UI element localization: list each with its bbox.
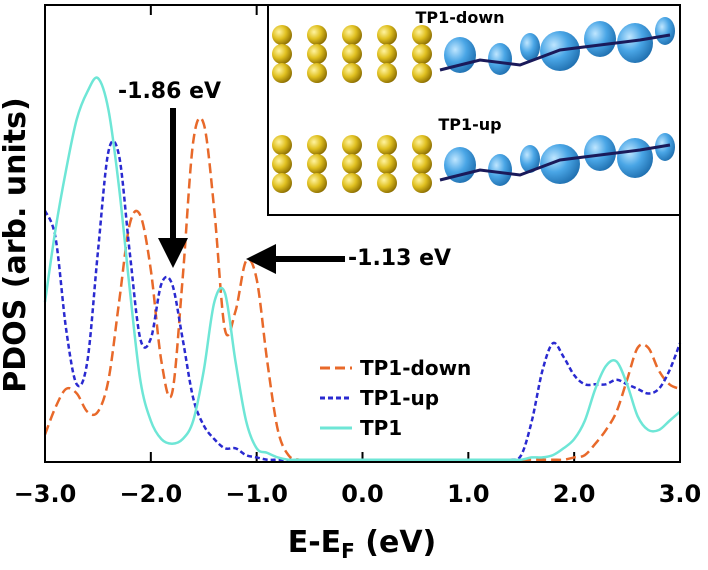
gold-atom (342, 135, 362, 155)
x-tick-label: 2.0 (553, 480, 596, 508)
x-tick-label: 1.0 (447, 480, 490, 508)
orbital-lobe (584, 135, 616, 171)
gold-atom (307, 63, 327, 83)
gold-atom (272, 154, 292, 174)
legend-label: TP1-down (360, 356, 471, 380)
molecule-chain (439, 33, 671, 72)
gold-atom (272, 173, 292, 193)
x-label-unit: (eV) (355, 525, 436, 560)
x-label-main: E-E (288, 525, 341, 560)
orbital-lobe (584, 21, 616, 57)
orbital-lobe (617, 23, 653, 63)
x-tick-label: −3.0 (14, 480, 77, 508)
inset: TP1-down TP1-up (267, 4, 681, 216)
orbital-lobe (488, 43, 512, 75)
legend-label: TP1-up (360, 386, 439, 410)
gold-atom (342, 63, 362, 83)
orbital-lobe (655, 17, 675, 45)
gold-atom (307, 173, 327, 193)
orbital-lobe (488, 154, 512, 186)
gold-atom (377, 154, 397, 174)
x-tick-label: 0.0 (341, 480, 384, 508)
gold-atom (272, 63, 292, 83)
gold-atom (377, 173, 397, 193)
gold-atom (412, 63, 432, 83)
gold-atom (307, 44, 327, 64)
orbital-lobe (520, 145, 540, 173)
gold-atom (272, 44, 292, 64)
gold-atom (307, 154, 327, 174)
x-tick-label: −2.0 (120, 480, 183, 508)
gold-atom (377, 135, 397, 155)
molecule-chain (439, 143, 671, 182)
gold-atom (412, 44, 432, 64)
gold-atom (342, 44, 362, 64)
gold-atom (342, 173, 362, 193)
x-tick-label: 3.0 (659, 480, 702, 508)
orbital-lobe (520, 33, 540, 61)
gold-atom (377, 44, 397, 64)
gold-atom (342, 154, 362, 174)
gold-atom (412, 154, 432, 174)
legend-label: TP1 (360, 416, 402, 440)
gold-atom (272, 25, 292, 45)
y-axis-label: PDOS (arb. units) (0, 97, 33, 392)
orbital-lobe (617, 138, 653, 178)
series-line (43, 76, 681, 462)
series-line (43, 116, 681, 462)
annotation: -1.13 eV (348, 246, 451, 271)
gold-atom (412, 25, 432, 45)
gold-atom (412, 135, 432, 155)
gold-atom (342, 25, 362, 45)
inset-label: TP1-up (438, 115, 501, 134)
gold-atom (307, 25, 327, 45)
gold-atom (272, 135, 292, 155)
orbital-lobe (540, 144, 580, 184)
gold-atom (307, 135, 327, 155)
x-axis-label: E-EF (eV) (288, 525, 437, 563)
legend: TP1-down TP1-up TP1 (320, 356, 471, 440)
gold-atom (377, 25, 397, 45)
annotation: -1.86 eV (118, 79, 221, 104)
inset-label: TP1-down (415, 8, 504, 27)
gold-atom (412, 173, 432, 193)
x-label-sub: F (341, 539, 355, 563)
gold-atom (377, 63, 397, 83)
x-tick-label: −1.0 (225, 480, 288, 508)
